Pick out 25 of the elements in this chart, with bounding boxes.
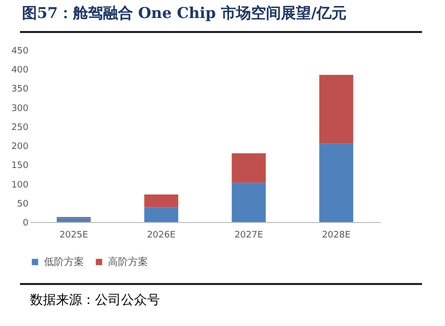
- bar: [319, 74, 354, 144]
- bar: [144, 207, 178, 222]
- y-tick-label: 400: [11, 66, 29, 76]
- y-tick-label: 450: [11, 46, 29, 56]
- y-tick-label: 100: [11, 180, 29, 190]
- bar: [56, 218, 91, 222]
- y-tick-label: 250: [11, 122, 29, 133]
- legend-label: 高阶方案: [108, 256, 148, 268]
- bar: [232, 182, 266, 222]
- x-tick-label: 2026E: [146, 230, 176, 240]
- y-tick-label: 150: [11, 161, 29, 172]
- legend-label: 低阶方案: [44, 256, 84, 268]
- bar: [319, 144, 354, 222]
- bar: [232, 153, 266, 183]
- x-tick-label: 2028E: [322, 230, 351, 240]
- y-tick-label: 350: [11, 84, 29, 95]
- y-tick-label: 200: [11, 142, 29, 152]
- y-tick-label: 300: [11, 104, 29, 114]
- source-note: 数据来源：公司公众号: [30, 292, 160, 309]
- y-tick-label: 0: [22, 218, 29, 228]
- x-tick-label: 2027E: [234, 230, 264, 240]
- x-tick-label: 2025E: [59, 230, 88, 240]
- y-tick-label: 50: [17, 199, 29, 210]
- bar: [144, 194, 178, 208]
- chart-title: 图57：舱驾融合 One Chip 市场空间展望/亿元: [22, 4, 347, 23]
